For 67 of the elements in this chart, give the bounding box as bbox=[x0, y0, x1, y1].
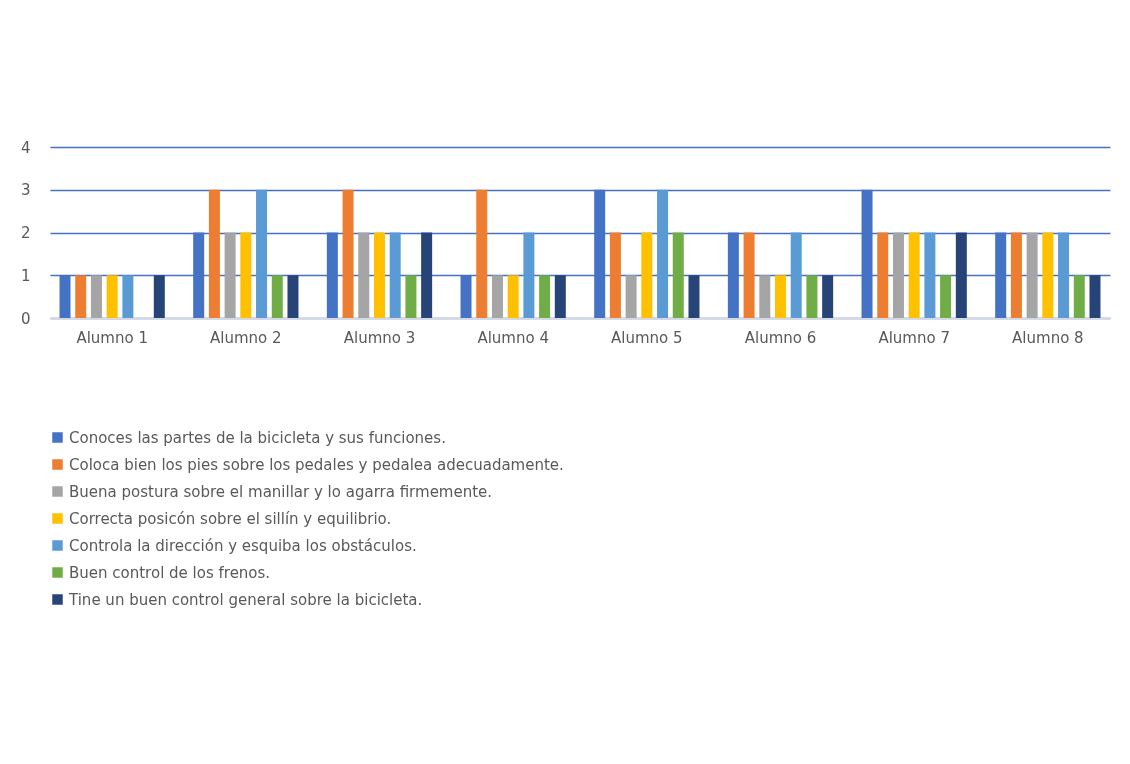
bar bbox=[153, 275, 165, 318]
bar bbox=[1010, 232, 1022, 318]
bar bbox=[405, 275, 417, 318]
bar bbox=[625, 275, 637, 318]
y-tick-label: 4 bbox=[20, 138, 31, 157]
bar bbox=[287, 275, 299, 318]
bar bbox=[507, 275, 519, 318]
y-tick-label: 3 bbox=[20, 181, 31, 200]
bar bbox=[940, 275, 952, 318]
bar bbox=[955, 232, 967, 318]
bar bbox=[421, 232, 433, 318]
x-tick-label: Alumno 4 bbox=[477, 328, 549, 347]
bar bbox=[688, 275, 700, 318]
bar bbox=[271, 275, 283, 318]
bar bbox=[122, 275, 134, 318]
legend-label: Conoces las partes de la bicicleta y sus funciones. bbox=[69, 428, 446, 447]
bar bbox=[256, 189, 268, 318]
legend-label: Buen control de los frenos. bbox=[69, 563, 271, 582]
bar bbox=[924, 232, 936, 318]
bar bbox=[759, 275, 771, 318]
bar bbox=[476, 189, 488, 318]
bar bbox=[75, 275, 87, 318]
legend-label: Correcta posicón sobre el sillín y equilibrio. bbox=[69, 509, 392, 528]
x-tick-label: Alumno 6 bbox=[744, 328, 817, 347]
legend-label: Controla la dirección y esquiba los obstáculos. bbox=[69, 536, 417, 555]
bar bbox=[806, 275, 818, 318]
bar bbox=[822, 275, 834, 318]
x-tick-label: Alumno 8 bbox=[1012, 328, 1084, 347]
y-tick-label: 0 bbox=[20, 309, 31, 328]
bar bbox=[106, 275, 118, 318]
bar bbox=[892, 232, 904, 318]
bar bbox=[790, 232, 802, 318]
bar bbox=[1042, 232, 1054, 318]
legend-label: Tine un buen control general sobre la bicicleta. bbox=[68, 590, 423, 609]
bar bbox=[90, 275, 102, 318]
legend-label: Coloca bien los pies sobre los pedales y pedalea adecuadamente. bbox=[69, 455, 564, 474]
bar bbox=[641, 232, 653, 318]
bar bbox=[775, 275, 786, 318]
bar bbox=[1058, 232, 1070, 318]
bar bbox=[1073, 275, 1085, 318]
y-tick-label: 2 bbox=[20, 224, 31, 242]
bar bbox=[224, 232, 236, 318]
bar bbox=[240, 232, 252, 318]
x-tick-label: Alumno 3 bbox=[343, 328, 416, 347]
bar bbox=[523, 232, 535, 318]
x-tick-label: Alumno 5 bbox=[611, 328, 683, 347]
x-tick-label: Alumno 2 bbox=[210, 328, 282, 347]
bar bbox=[908, 232, 920, 318]
bar bbox=[554, 275, 566, 318]
bar bbox=[1026, 232, 1038, 318]
legend-label: Buena postura sobre el manillar y lo agarra firmemente. bbox=[69, 482, 493, 501]
bar bbox=[389, 232, 401, 318]
bar bbox=[491, 275, 503, 318]
bar bbox=[342, 189, 354, 318]
bar bbox=[208, 189, 220, 318]
bar bbox=[609, 232, 621, 318]
x-tick-label: Alumno 1 bbox=[76, 328, 148, 347]
bar bbox=[877, 232, 889, 318]
y-tick-label: 1 bbox=[20, 266, 31, 285]
x-tick-label: Alumno 7 bbox=[878, 328, 950, 347]
bar bbox=[1089, 275, 1101, 318]
bar bbox=[374, 232, 385, 318]
bar bbox=[358, 232, 370, 318]
bar bbox=[657, 189, 669, 318]
bar bbox=[743, 232, 755, 318]
bar bbox=[539, 275, 551, 318]
bar bbox=[672, 232, 684, 318]
